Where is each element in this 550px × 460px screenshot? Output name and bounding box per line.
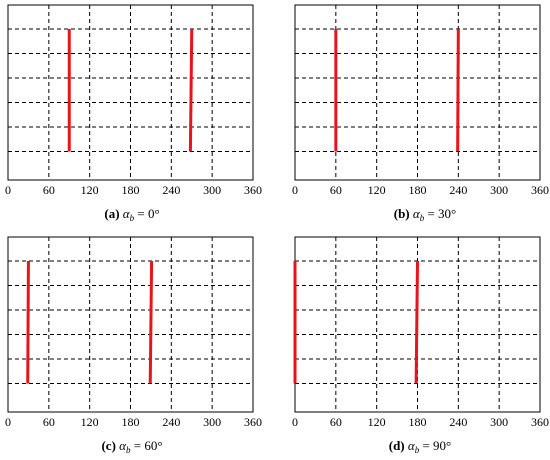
x-tick-label: 0: [5, 183, 11, 197]
x-tick-label: 360: [244, 183, 262, 197]
caption-panel-label: (b): [394, 206, 413, 221]
panel-b: 0 60 120 180 240 300 360 (b) αb = 30°: [292, 4, 549, 223]
series-line-1: [26, 260, 30, 384]
x-tick-label: 240: [449, 415, 467, 429]
panel-a: 0 60 120 180 240 300 360 (a) αb = 0°: [5, 4, 262, 223]
caption-value: = 30°: [424, 206, 456, 221]
caption-subscript: b: [130, 213, 135, 223]
caption-symbol: α: [408, 438, 416, 453]
panel-d: 0 60 120 180 240 300 360 (d) αb = 90°: [292, 236, 549, 455]
x-tick-label: 180: [122, 183, 140, 197]
series-line-2: [456, 28, 460, 152]
x-tick-label: 300: [490, 183, 508, 197]
panel-caption: (c) αb = 60°: [101, 438, 162, 455]
x-tick-label: 0: [292, 415, 298, 429]
x-tick-label: 120: [368, 183, 386, 197]
x-tick-label: 120: [368, 415, 386, 429]
caption-panel-label: (d): [389, 438, 408, 453]
series-line-2: [188, 28, 194, 152]
x-tick-label: 120: [81, 183, 99, 197]
caption-panel-label: (a): [104, 206, 122, 221]
x-tick-label: 360: [531, 183, 549, 197]
panel-caption: (d) αb = 90°: [389, 438, 452, 455]
x-tick-label: 60: [43, 183, 55, 197]
caption-value: = 90°: [419, 438, 451, 453]
caption-symbol: α: [123, 206, 131, 221]
caption-value: = 60°: [130, 438, 162, 453]
caption-subscript: b: [415, 445, 420, 455]
caption-subscript: b: [126, 445, 131, 455]
caption-subscript: b: [420, 213, 425, 223]
x-tick-label: 360: [244, 415, 262, 429]
caption-symbol: α: [119, 438, 127, 453]
panel-caption: (a) αb = 0°: [104, 206, 159, 223]
caption-value: = 0°: [134, 206, 160, 221]
x-tick-label: 0: [292, 183, 298, 197]
panel-c: 0 60 120 180 240 300 360 (c) αb = 60°: [5, 236, 262, 455]
caption-symbol: α: [413, 206, 421, 221]
panel-caption: (b) αb = 30°: [394, 206, 457, 223]
x-tick-label: 300: [490, 415, 508, 429]
x-tick-label: 180: [122, 415, 140, 429]
x-tick-label: 240: [162, 183, 180, 197]
x-tick-label: 300: [203, 415, 221, 429]
x-tick-label: 300: [203, 183, 221, 197]
caption-panel-label: (c): [101, 438, 119, 453]
x-tick-label: 240: [162, 415, 180, 429]
x-tick-label: 180: [409, 183, 427, 197]
x-tick-label: 60: [43, 415, 55, 429]
x-tick-label: 360: [531, 415, 549, 429]
x-tick-label: 240: [449, 183, 467, 197]
x-tick-label: 60: [330, 183, 342, 197]
series-line-2: [148, 260, 154, 384]
x-tick-label: 180: [409, 415, 427, 429]
x-tick-label: 0: [5, 415, 11, 429]
x-tick-label: 120: [81, 415, 99, 429]
x-tick-label: 60: [330, 415, 342, 429]
series-line-2: [414, 260, 419, 384]
